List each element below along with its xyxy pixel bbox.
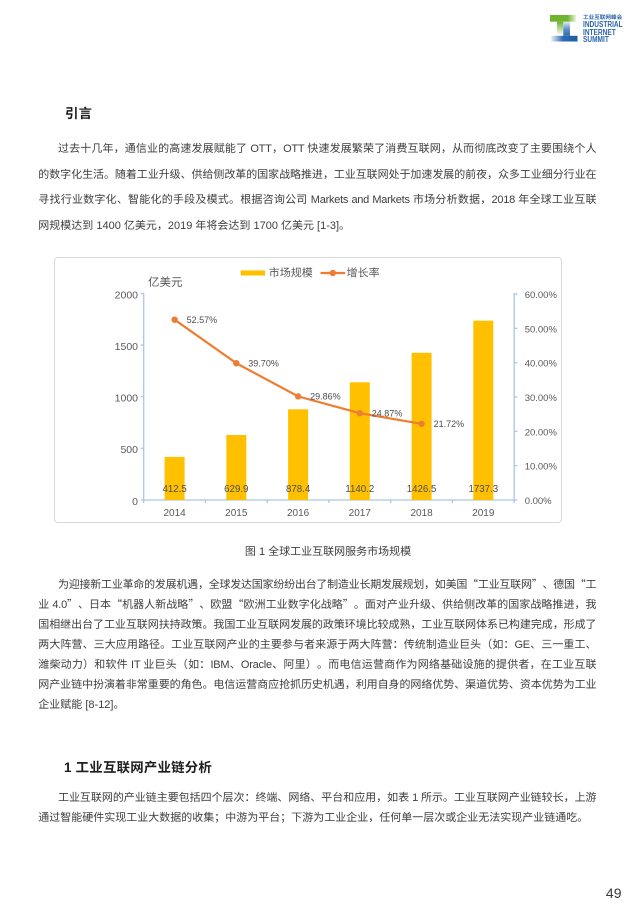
svg-text:1500: 1500 [115, 341, 139, 353]
svg-text:1737.3: 1737.3 [468, 484, 498, 495]
svg-text:500: 500 [120, 444, 138, 456]
svg-text:629.9: 629.9 [224, 484, 248, 495]
svg-text:1426.5: 1426.5 [407, 484, 437, 495]
svg-text:878.4: 878.4 [286, 484, 311, 495]
svg-text:24.87%: 24.87% [372, 408, 403, 418]
svg-text:30.00%: 30.00% [525, 393, 558, 404]
svg-text:1140.2: 1140.2 [345, 484, 374, 495]
svg-text:412.5: 412.5 [162, 484, 186, 495]
svg-text:2016: 2016 [287, 508, 310, 519]
svg-text:2000: 2000 [115, 289, 139, 301]
svg-text:2015: 2015 [225, 508, 248, 519]
svg-text:39.70%: 39.70% [248, 358, 279, 368]
svg-text:50.00%: 50.00% [525, 324, 558, 335]
svg-text:1000: 1000 [115, 393, 139, 405]
svg-text:52.57%: 52.57% [187, 315, 218, 325]
svg-text:增长率: 增长率 [347, 265, 380, 281]
svg-text:0: 0 [132, 496, 138, 508]
svg-text:21.72%: 21.72% [434, 419, 465, 429]
svg-text:60.00%: 60.00% [525, 290, 558, 301]
svg-text:2017: 2017 [349, 508, 372, 519]
svg-text:20.00%: 20.00% [525, 427, 558, 438]
svg-text:2019: 2019 [472, 508, 495, 519]
svg-text:29.86%: 29.86% [310, 392, 341, 402]
svg-text:2018: 2018 [410, 508, 433, 519]
svg-text:亿美元: 亿美元 [148, 274, 183, 290]
svg-text:0.00%: 0.00% [525, 496, 552, 507]
svg-text:10.00%: 10.00% [525, 462, 558, 473]
svg-text:40.00%: 40.00% [525, 359, 558, 370]
svg-text:市场规模: 市场规模 [269, 265, 313, 281]
svg-text:2014: 2014 [163, 508, 186, 519]
